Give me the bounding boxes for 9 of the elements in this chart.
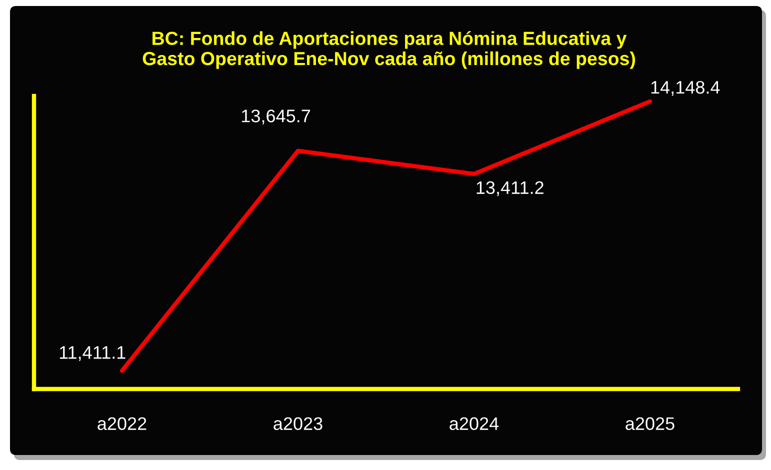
- data-label: 11,411.1: [60, 346, 126, 361]
- data-label: 14,148.4: [651, 80, 720, 96]
- x-tick-label: a2022: [98, 417, 146, 430]
- data-label: 13,645.7: [242, 110, 310, 124]
- chart-title: BC: Fondo de Aportaciones para Nómina Educativa y Gasto Operativo Ene-Nov cada año (millones de pesos): [142, 31, 636, 69]
- x-tick-label: a2024: [450, 417, 499, 430]
- data-label: 13,411.2: [476, 181, 544, 196]
- x-tick-label: a2023: [274, 417, 322, 430]
- x-tick-label: a2025: [626, 417, 674, 430]
